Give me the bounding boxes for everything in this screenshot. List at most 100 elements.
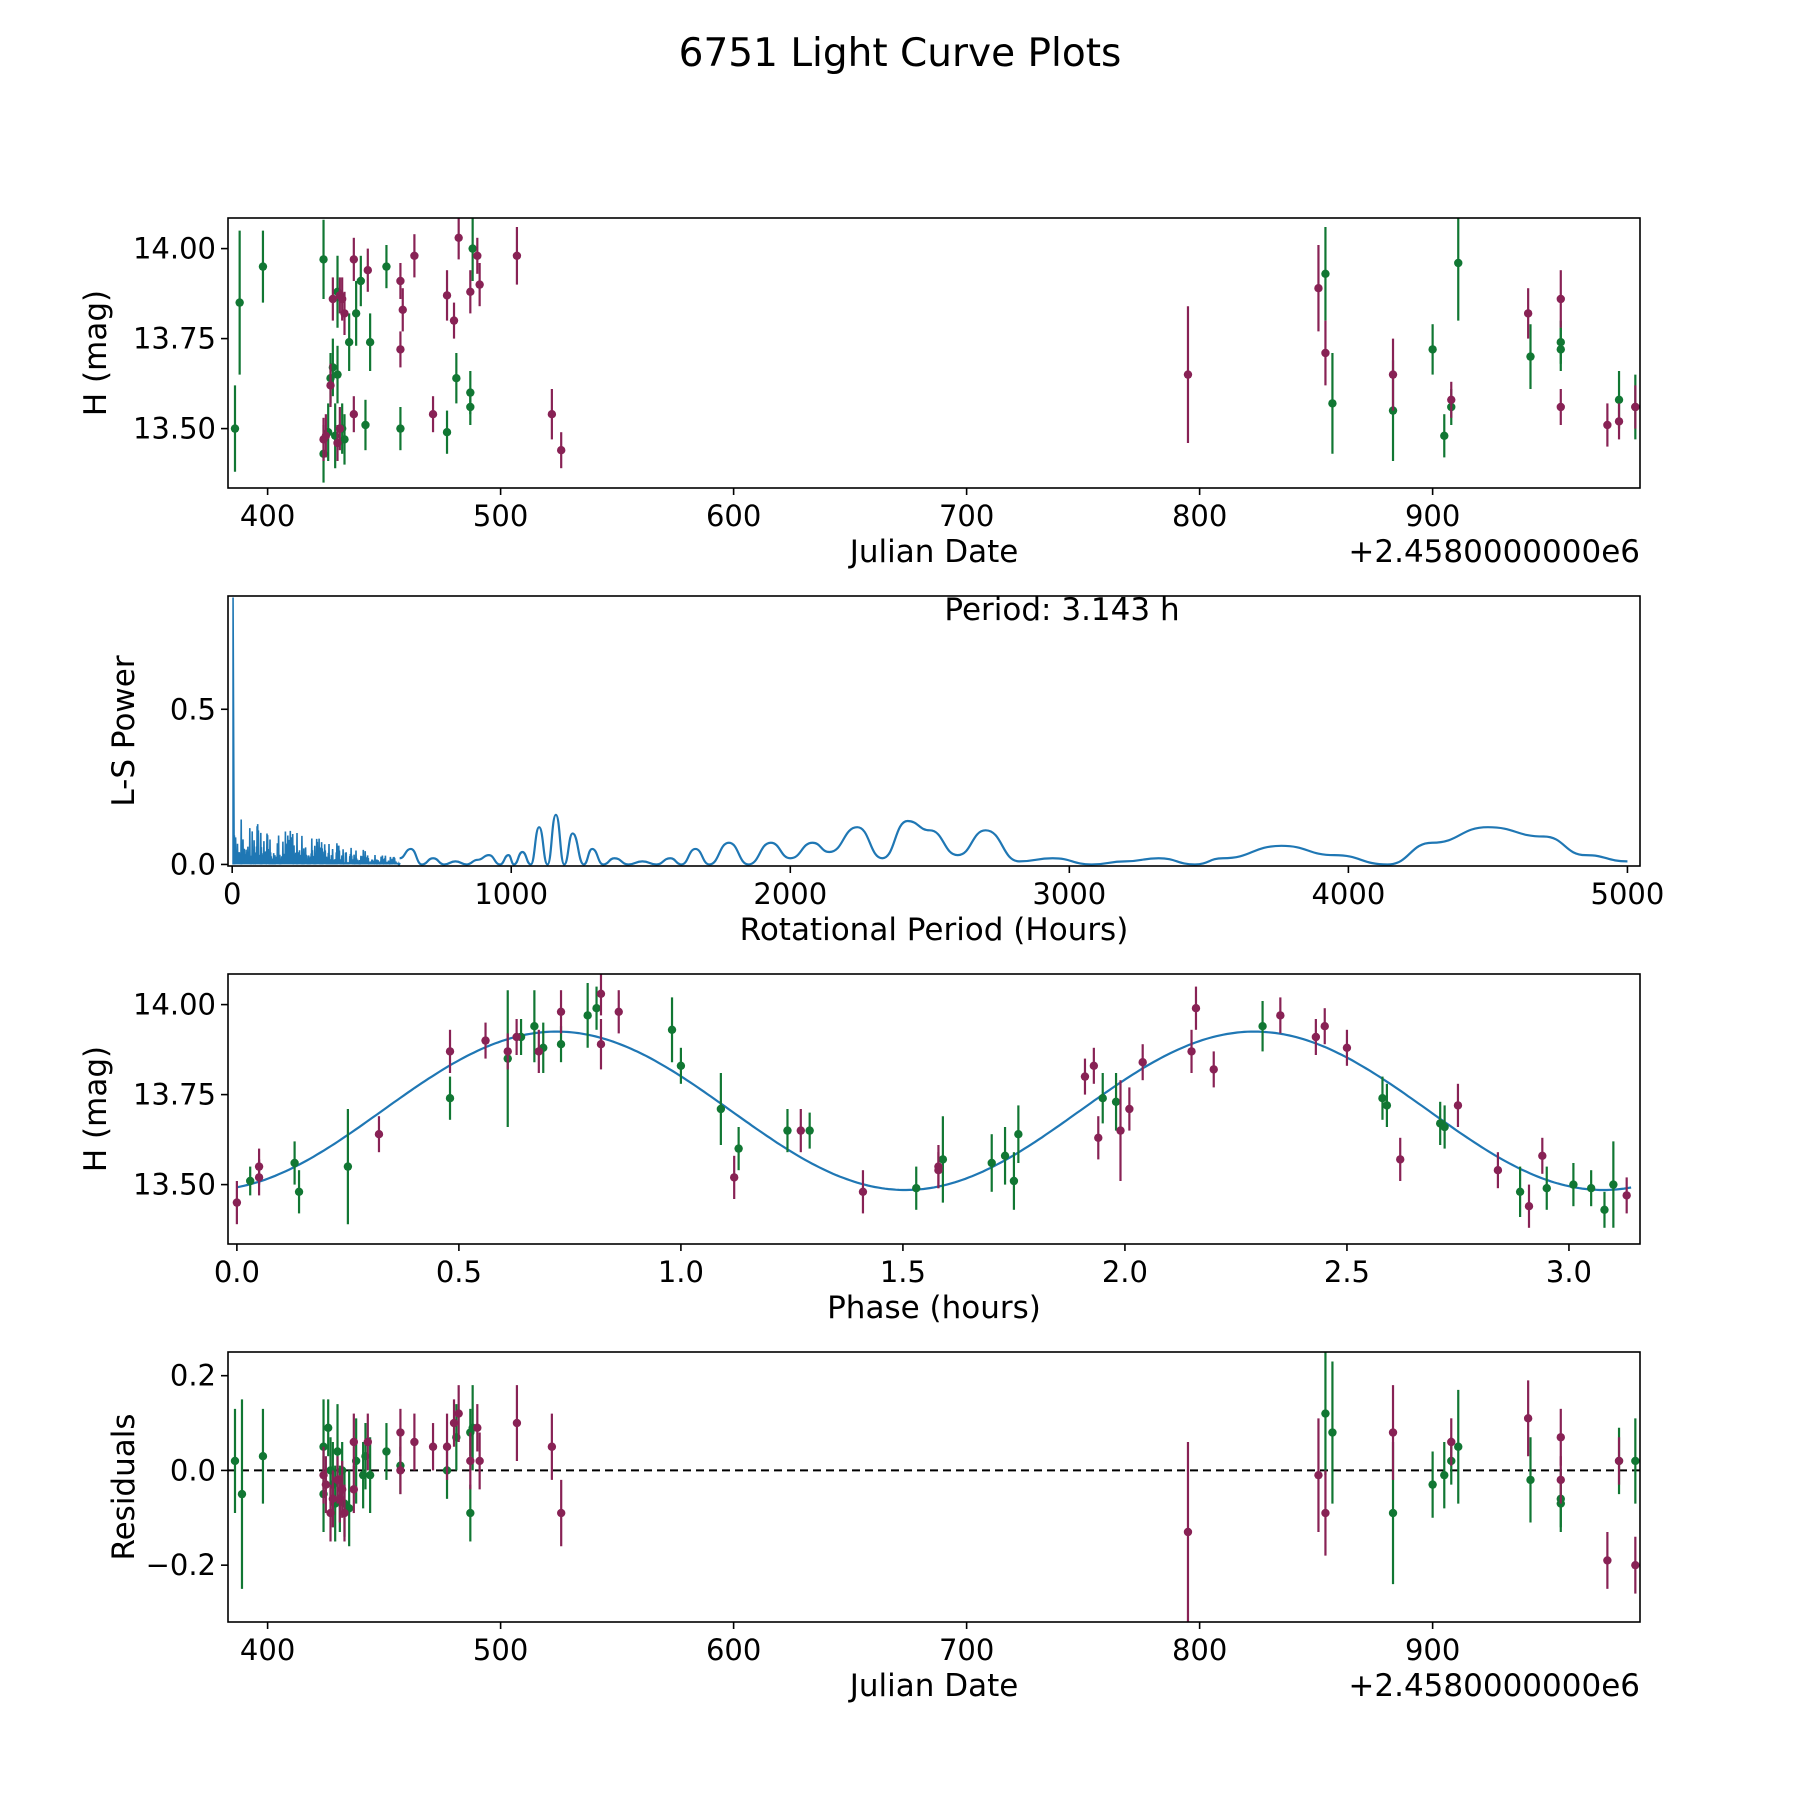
x-tick-label: 1.5 xyxy=(880,1255,926,1289)
x-tick-label: 1.0 xyxy=(658,1255,704,1289)
data-point xyxy=(1569,1180,1578,1189)
data-point xyxy=(1493,1166,1503,1175)
data-point xyxy=(1098,1094,1107,1103)
y-tick-label: 0.0 xyxy=(170,847,216,881)
x-tick-label: 700 xyxy=(939,499,994,533)
data-point xyxy=(1603,1556,1612,1565)
plot-area xyxy=(232,597,1628,866)
periodogram-line xyxy=(399,813,1628,866)
data-point xyxy=(1523,309,1533,318)
data-point xyxy=(858,1187,868,1197)
y-tick-label: 14.00 xyxy=(133,988,216,1022)
data-point xyxy=(1111,1097,1121,1107)
data-point xyxy=(481,1036,490,1045)
data-point xyxy=(396,1466,405,1475)
data-point xyxy=(323,1423,333,1432)
axes-frame xyxy=(227,973,1641,1245)
data-point xyxy=(473,251,482,260)
data-point xyxy=(1631,1456,1640,1466)
data-point xyxy=(321,1480,331,1489)
data-point xyxy=(934,1166,943,1175)
x-axis-label: Julian Date xyxy=(848,534,1019,570)
data-point xyxy=(340,309,349,318)
data-point xyxy=(235,298,244,307)
data-point xyxy=(396,424,405,433)
data-point xyxy=(1454,1442,1463,1451)
data-point xyxy=(1440,1470,1449,1480)
x-tick-label: 4000 xyxy=(1311,877,1385,911)
data-point xyxy=(1523,1414,1533,1423)
data-point xyxy=(1526,1475,1535,1485)
data-point xyxy=(1187,1047,1196,1056)
data-point xyxy=(466,1508,475,1518)
data-point xyxy=(475,280,484,289)
data-point xyxy=(333,370,342,379)
data-point xyxy=(473,1423,482,1432)
data-point xyxy=(556,1508,566,1518)
data-point xyxy=(442,1442,452,1451)
data-point xyxy=(466,1456,475,1466)
data-point xyxy=(547,1442,557,1451)
x-tick-label: 700 xyxy=(939,1633,994,1667)
data-point xyxy=(1321,1409,1330,1418)
data-point xyxy=(1321,269,1330,278)
x-tick-label: 0 xyxy=(223,877,241,911)
data-point xyxy=(1614,417,1624,426)
panel-periodogram: 0 1000 2000 3000 4000 5000 0.0 0.5 Rotational Pe… xyxy=(106,592,1664,948)
data-point xyxy=(987,1158,996,1168)
axes-frame xyxy=(227,217,1641,489)
x-tick-label: 900 xyxy=(1405,499,1460,533)
data-point xyxy=(805,1126,814,1135)
data-point xyxy=(1116,1126,1125,1135)
y-tick-label: 14.00 xyxy=(133,232,216,266)
data-point xyxy=(340,1508,349,1518)
series-magenta xyxy=(232,974,1631,1228)
data-point xyxy=(232,1198,242,1207)
data-point xyxy=(1515,1187,1525,1197)
panel-residuals: 400 500 600 700 800 900 −0.2 0.0 0.2 Julian Date R… xyxy=(106,1351,1641,1704)
data-point xyxy=(1378,1094,1387,1103)
data-point xyxy=(1538,1151,1547,1161)
data-point xyxy=(1447,1437,1456,1447)
data-point xyxy=(530,1021,539,1031)
data-point xyxy=(396,1428,405,1437)
data-point xyxy=(246,1176,255,1186)
data-point xyxy=(734,1144,743,1153)
data-point xyxy=(258,262,268,271)
data-point xyxy=(1183,370,1193,379)
data-point xyxy=(237,1489,247,1499)
data-point xyxy=(1428,1480,1437,1489)
figure-title: 6751 Light Curve Plots xyxy=(679,31,1122,76)
y-tick-label: 13.50 xyxy=(133,412,216,446)
x-tick-label: 0.0 xyxy=(214,1255,260,1289)
data-point xyxy=(1191,1004,1201,1013)
data-point xyxy=(452,374,461,383)
data-point xyxy=(349,1437,359,1447)
data-point xyxy=(1440,431,1449,440)
x-tick-label: 3.0 xyxy=(1546,1255,1592,1289)
data-point xyxy=(1556,402,1565,412)
data-point xyxy=(503,1047,512,1056)
x-offset-label: +2.4580000000e6 xyxy=(1348,534,1640,570)
data-point xyxy=(445,1047,455,1056)
data-point xyxy=(396,345,405,354)
data-point xyxy=(466,287,475,296)
data-point xyxy=(340,435,349,444)
data-point xyxy=(534,1047,544,1056)
data-point xyxy=(667,1025,677,1035)
data-point xyxy=(449,1418,459,1428)
periodogram-noise-band xyxy=(232,597,401,866)
data-point xyxy=(328,1494,338,1504)
data-point xyxy=(1440,1122,1449,1132)
data-point xyxy=(1614,395,1624,404)
data-point xyxy=(374,1130,384,1139)
panel-phase: 0.0 0.5 1.0 1.5 2.0 2.5 3.0 13.50 13.75 14.00 Phas… xyxy=(78,973,1641,1326)
x-tick-label: 400 xyxy=(240,499,295,533)
data-point xyxy=(349,1485,359,1494)
x-tick-label: 5000 xyxy=(1591,877,1665,911)
data-point xyxy=(596,1040,606,1049)
data-point xyxy=(1631,1560,1640,1570)
x-tick-label: 2.5 xyxy=(1324,1255,1370,1289)
x-tick-label: 2.0 xyxy=(1102,1255,1148,1289)
data-point xyxy=(1321,348,1330,358)
